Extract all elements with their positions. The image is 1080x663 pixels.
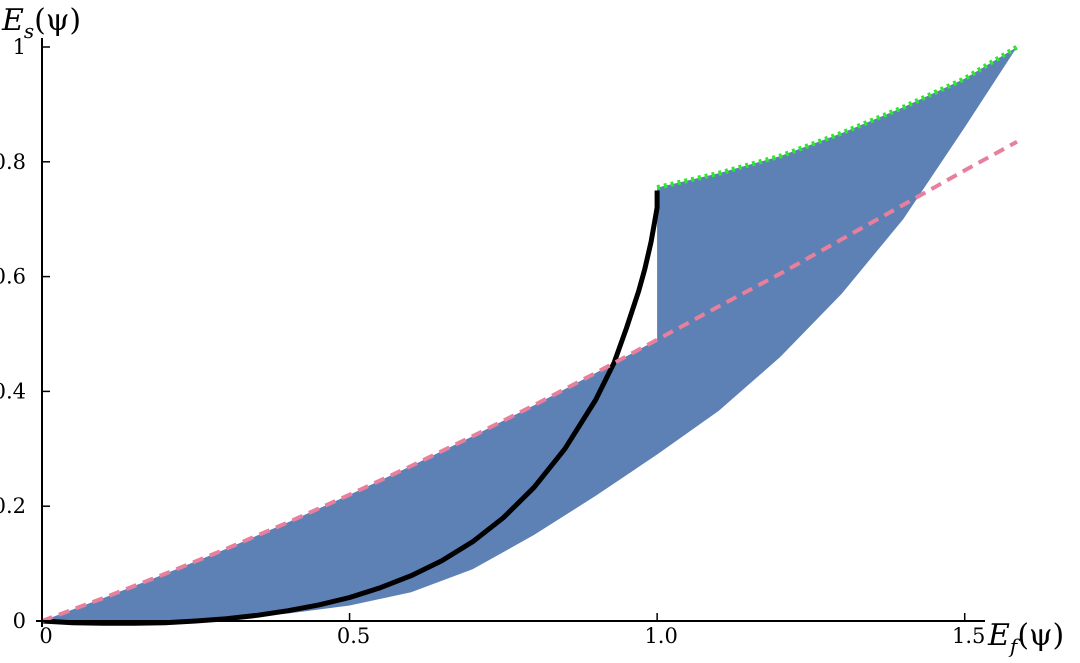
- series-line-solid: [41, 190, 660, 626]
- x-tick-label: 0.5: [337, 624, 370, 648]
- y-axis-label-arg: (ψ): [34, 3, 81, 38]
- y-tick-label: 0.6: [0, 265, 26, 289]
- series-line-dotted: [656, 44, 1019, 191]
- axes: [36, 38, 985, 627]
- x-axis-label-arg: (ψ): [1017, 618, 1064, 653]
- y-axis-label: Es(ψ): [1, 3, 81, 43]
- y-tick-label: 0.8: [0, 150, 26, 174]
- plot-area: [41, 44, 1019, 626]
- x-tick-label: 1.0: [644, 624, 677, 648]
- y-tick-label: 0.4: [0, 379, 26, 403]
- x-tick-label: 1.5: [952, 624, 985, 648]
- x-axis-label-main: E: [987, 618, 1010, 653]
- y-tick-label: 1: [13, 35, 26, 59]
- series-line-dashed: [41, 139, 1018, 623]
- x-axis-label: Ef(ψ): [987, 618, 1064, 658]
- y-tick-label: 0: [13, 609, 26, 633]
- y-axis-label-main: E: [1, 3, 24, 38]
- ticks: 0 0.5 1.0 1.5 0 0.2 0.4 0.6 0.8 1: [0, 35, 985, 648]
- x-tick-label: 0: [39, 624, 52, 648]
- y-axis-label-sub: s: [24, 19, 34, 43]
- feasible-region: [42, 47, 1017, 621]
- y-tick-label: 0.2: [0, 494, 26, 518]
